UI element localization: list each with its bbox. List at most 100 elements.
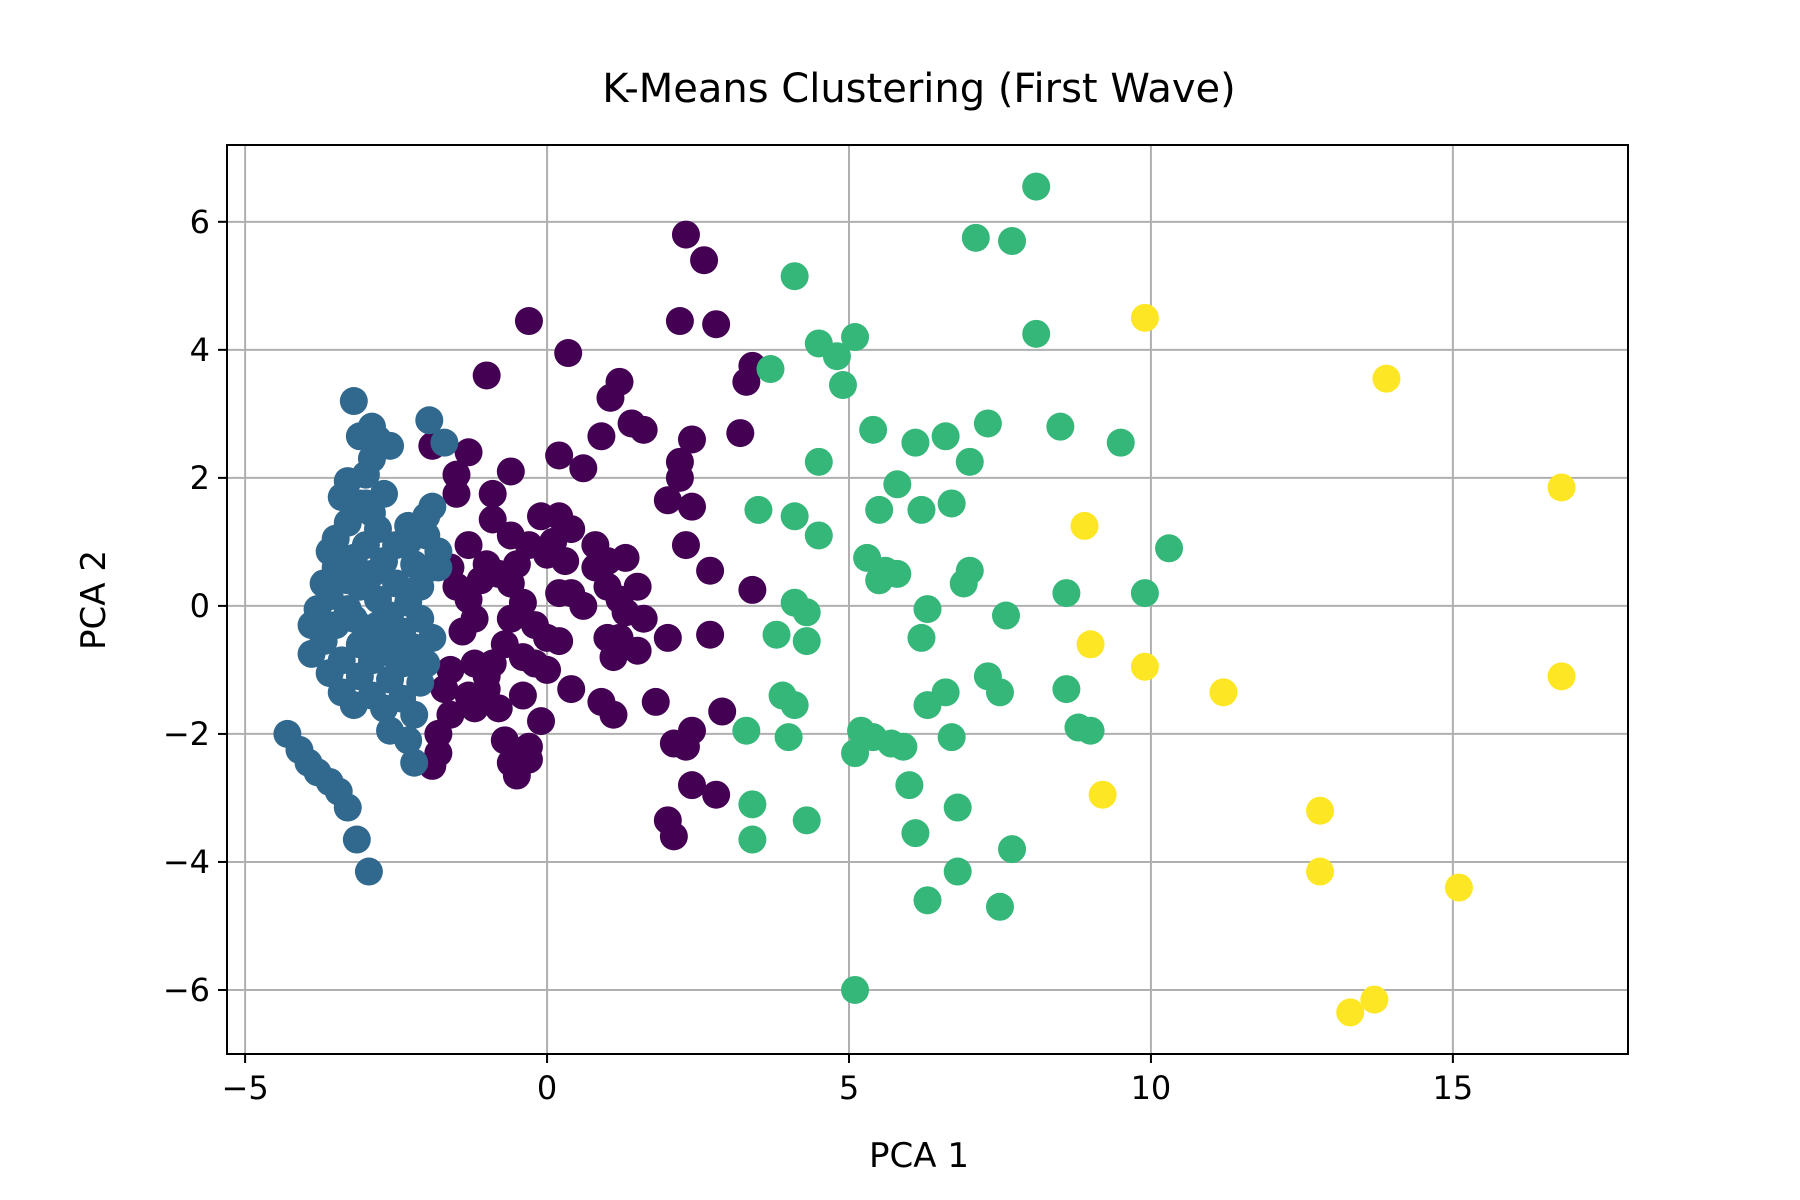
data-point [557, 675, 586, 704]
data-point [841, 739, 870, 768]
data-point [1076, 716, 1105, 745]
data-point [1130, 652, 1159, 681]
x-tick-label: −5 [222, 1069, 269, 1107]
data-point [412, 502, 441, 531]
data-point [792, 627, 821, 656]
data-point [339, 691, 368, 720]
y-tick-label: 2 [190, 459, 210, 497]
data-point [822, 342, 851, 371]
x-tick-label: 10 [1131, 1069, 1172, 1107]
data-point [973, 409, 1002, 438]
data-point [1052, 675, 1081, 704]
data-point [961, 223, 990, 252]
data-point [780, 502, 809, 531]
data-point [611, 543, 640, 572]
data-point [841, 323, 870, 352]
data-point [382, 643, 411, 672]
data-point [400, 700, 429, 729]
data-points [273, 172, 1576, 1027]
data-point [913, 886, 942, 915]
data-point [913, 595, 942, 624]
data-point [484, 694, 513, 723]
data-point [732, 716, 761, 745]
data-point [859, 415, 888, 444]
data-point [998, 835, 1027, 864]
data-point [756, 355, 785, 384]
data-point [454, 531, 483, 560]
data-point [342, 825, 371, 854]
data-point [1209, 678, 1238, 707]
data-point [545, 441, 574, 470]
data-point [702, 310, 731, 339]
data-point [478, 479, 507, 508]
data-point [599, 643, 628, 672]
data-point [1444, 873, 1473, 902]
data-point [484, 559, 513, 588]
data-point [985, 892, 1014, 921]
data-point [690, 246, 719, 275]
data-point [545, 627, 574, 656]
y-tick-label: 6 [190, 203, 210, 241]
data-point [1547, 662, 1576, 691]
data-point [653, 623, 682, 652]
y-tick-label: 4 [190, 331, 210, 369]
data-point [774, 723, 803, 752]
data-point [297, 639, 326, 668]
data-point [442, 460, 471, 489]
data-point [998, 227, 1027, 256]
data-point [901, 428, 930, 457]
data-point [1052, 579, 1081, 608]
data-point [708, 697, 737, 726]
data-point [1088, 780, 1117, 809]
data-point [804, 521, 833, 550]
data-point [726, 419, 755, 448]
data-point [1306, 857, 1335, 886]
data-point [1076, 630, 1105, 659]
data-point [865, 566, 894, 595]
data-point [472, 662, 501, 691]
data-point [502, 761, 531, 790]
data-point [804, 447, 833, 476]
data-point [454, 681, 483, 710]
data-point [889, 732, 918, 761]
y-tick-label: −6 [163, 971, 210, 1009]
y-tick-label: −2 [163, 715, 210, 753]
data-point [629, 415, 658, 444]
data-point [641, 687, 670, 716]
data-point [424, 719, 453, 748]
data-point [527, 707, 556, 736]
data-point [569, 454, 598, 483]
data-point [792, 598, 821, 627]
data-point [913, 691, 942, 720]
data-point [653, 486, 682, 515]
data-point [828, 371, 857, 400]
data-point [599, 700, 628, 729]
data-point [677, 771, 706, 800]
data-point [351, 489, 380, 518]
data-point [339, 604, 368, 633]
data-point [496, 457, 525, 486]
data-point [677, 425, 706, 454]
y-tick-label: 0 [190, 587, 210, 625]
data-point [907, 623, 936, 652]
data-point [696, 556, 725, 585]
data-point [665, 307, 694, 336]
data-point [442, 572, 471, 601]
data-point [1106, 428, 1135, 457]
data-point [354, 857, 383, 886]
data-point [1130, 303, 1159, 332]
data-point [596, 383, 625, 412]
cluster-0-points [418, 220, 767, 851]
data-point [1306, 796, 1335, 825]
x-tick-label: 15 [1433, 1069, 1474, 1107]
data-point [671, 220, 700, 249]
data-point [738, 790, 767, 819]
data-point [671, 732, 700, 761]
data-point [1336, 998, 1365, 1027]
data-point [895, 771, 924, 800]
data-point [1022, 172, 1051, 201]
data-point [333, 793, 362, 822]
data-point [1360, 985, 1389, 1014]
data-point [1372, 364, 1401, 393]
